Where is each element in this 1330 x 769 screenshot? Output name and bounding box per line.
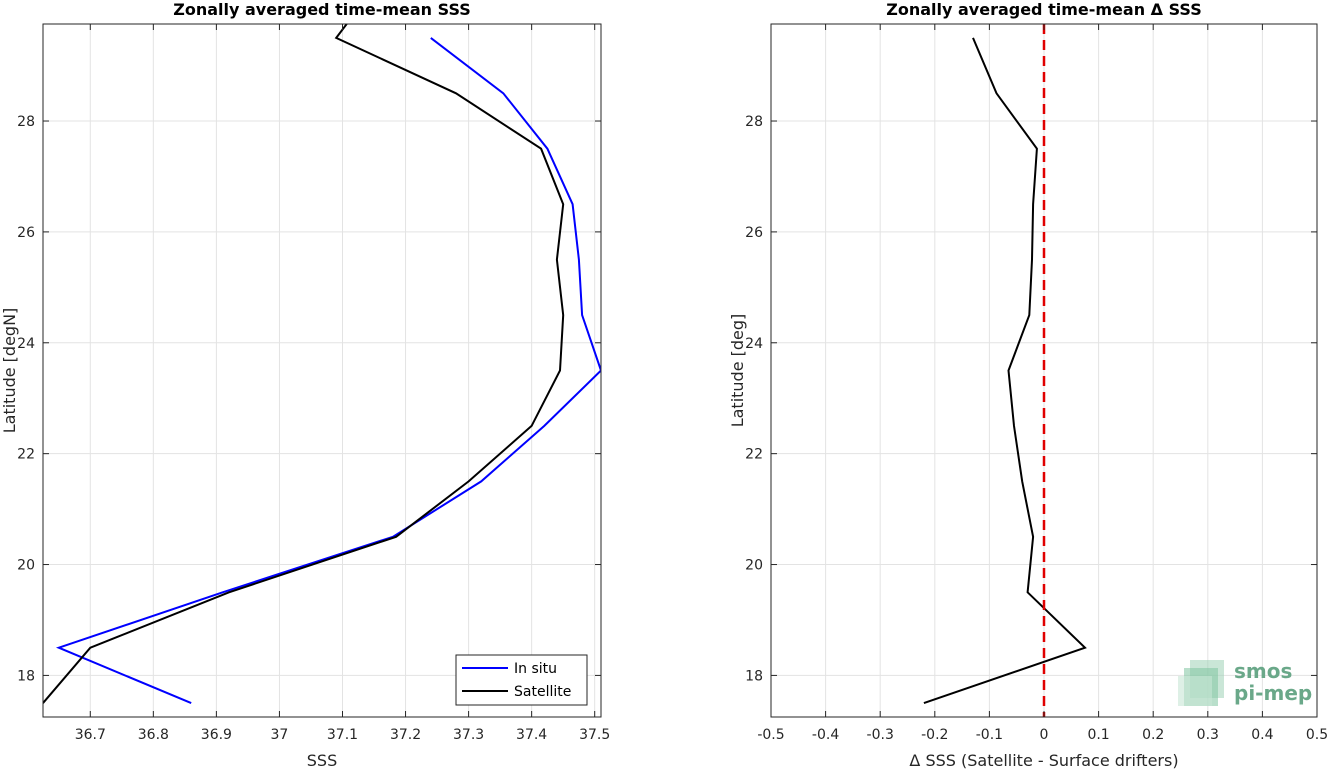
x-tick-label: 37 (271, 727, 289, 743)
legend-label-in-situ: In situ (514, 661, 557, 677)
series-group-delta-sss (923, 24, 1087, 717)
y-tick-label: 20 (745, 558, 763, 574)
y-tick-label: 18 (17, 668, 35, 684)
x-tick-label: 0.5 (1306, 727, 1328, 743)
ticks-sss: 36.7 36.8 36.9 37 37.1 37.2 37.3 37.4 37.5 18 20 22… (17, 24, 610, 743)
smos-pi-mep-logo: smos pi-mep (1178, 659, 1312, 706)
y-tick-label: 22 (745, 447, 763, 463)
panel-delta-sss: -0.5 -0.4 -0.3 -0.2 -0.1 0 0.1 0.2 0.3 0.4 0.5 18 20… (728, 0, 1328, 769)
y-tick-label: 28 (745, 114, 763, 130)
chart-title-sss: Zonally averaged time-mean SSS (173, 0, 471, 19)
y-tick-label: 24 (745, 336, 763, 352)
legend-box (455, 654, 588, 706)
x-tick-label: 37.5 (579, 727, 610, 743)
x-tick-label: 37.1 (327, 727, 358, 743)
logo-text-pi-mep: pi-mep (1234, 681, 1312, 705)
x-tick-label: 0.3 (1197, 727, 1219, 743)
x-tick-label: -0.4 (812, 727, 839, 743)
legend: In situ Satellite (455, 654, 588, 706)
x-tick-label: 0.2 (1142, 727, 1164, 743)
legend-label-satellite: Satellite (514, 684, 571, 700)
x-tick-label: -0.3 (867, 727, 894, 743)
y-tick-label: 26 (745, 225, 763, 241)
x-tick-label: 36.9 (201, 727, 232, 743)
x-tick-label: 0.4 (1251, 727, 1273, 743)
grid-delta-sss (770, 24, 1318, 717)
y-axis-label-delta-sss: Latitude [deg] (728, 314, 747, 428)
logo-mark-icon (1178, 660, 1224, 706)
x-tick-label: 36.8 (138, 727, 169, 743)
x-tick-label: 37.3 (453, 727, 484, 743)
series-line-satellite (43, 24, 565, 704)
series-line-in-situ (55, 37, 601, 705)
x-tick-label: -0.1 (976, 727, 1003, 743)
series-group-sss (43, 24, 601, 705)
series-line-delta-sss (923, 37, 1087, 705)
y-axis-label-sss: Latitude [degN] (0, 308, 19, 434)
x-tick-label: 0 (1040, 727, 1049, 743)
x-tick-label: 36.7 (75, 727, 106, 743)
panel-sss: 36.7 36.8 36.9 37 37.1 37.2 37.3 37.4 37.5 18 20 22… (0, 0, 610, 769)
axes-frame-sss (42, 23, 602, 718)
logo-text-smos: smos (1234, 659, 1292, 683)
y-tick-label: 28 (17, 114, 35, 130)
x-tick-label: 37.2 (390, 727, 421, 743)
y-tick-label: 20 (17, 558, 35, 574)
x-tick-label: -0.5 (757, 727, 784, 743)
grid-sss (43, 24, 601, 717)
x-axis-label-delta-sss: Δ SSS (Satellite - Surface drifters) (909, 751, 1178, 769)
x-tick-label: -0.2 (921, 727, 948, 743)
x-axis-label-sss: SSS (307, 751, 337, 769)
y-tick-label: 26 (17, 225, 35, 241)
chart-title-delta-sss: Zonally averaged time-mean Δ SSS (886, 0, 1202, 19)
y-tick-label: 22 (17, 447, 35, 463)
x-tick-label: 0.1 (1087, 727, 1109, 743)
ticks-delta-sss: -0.5 -0.4 -0.3 -0.2 -0.1 0 0.1 0.2 0.3 0.4 0.5 18 20… (745, 24, 1328, 743)
y-tick-label: 18 (745, 668, 763, 684)
y-tick-label: 24 (17, 336, 35, 352)
x-tick-label: 37.4 (516, 727, 547, 743)
